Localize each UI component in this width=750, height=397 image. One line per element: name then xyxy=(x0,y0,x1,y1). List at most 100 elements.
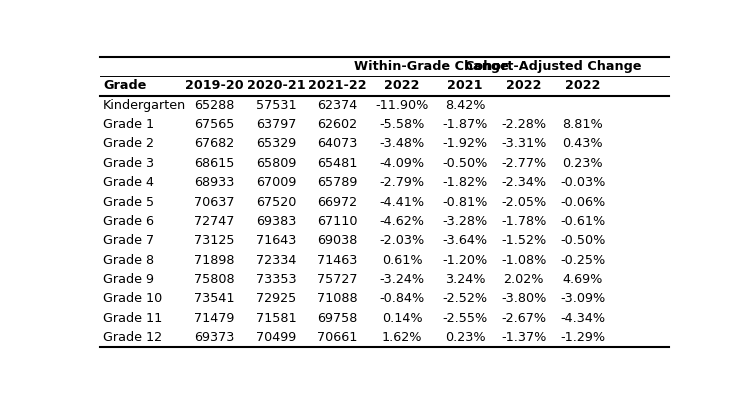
Text: -3.80%: -3.80% xyxy=(501,292,546,305)
Text: -4.34%: -4.34% xyxy=(560,312,605,325)
Text: 70499: 70499 xyxy=(256,331,296,344)
Text: Grade 12: Grade 12 xyxy=(103,331,162,344)
Text: 71479: 71479 xyxy=(194,312,235,325)
Text: Grade: Grade xyxy=(103,79,146,93)
Text: 67110: 67110 xyxy=(317,215,358,228)
Text: Grade 2: Grade 2 xyxy=(103,137,154,150)
Text: 71581: 71581 xyxy=(256,312,296,325)
Text: 8.42%: 8.42% xyxy=(445,99,485,112)
Text: 65789: 65789 xyxy=(317,176,358,189)
Text: -4.41%: -4.41% xyxy=(380,195,424,208)
Text: 68933: 68933 xyxy=(194,176,235,189)
Text: -3.48%: -3.48% xyxy=(380,137,424,150)
Text: Grade 1: Grade 1 xyxy=(103,118,154,131)
Text: 2022: 2022 xyxy=(506,79,542,93)
Text: 72334: 72334 xyxy=(256,254,296,267)
Text: -2.03%: -2.03% xyxy=(380,234,424,247)
Text: 3.24%: 3.24% xyxy=(445,273,485,286)
Text: Grade 5: Grade 5 xyxy=(103,195,154,208)
Text: 2022: 2022 xyxy=(384,79,420,93)
Text: -1.82%: -1.82% xyxy=(442,176,488,189)
Text: 2021: 2021 xyxy=(447,79,483,93)
Text: Grade 9: Grade 9 xyxy=(103,273,154,286)
Text: 57531: 57531 xyxy=(256,99,296,112)
Text: -1.37%: -1.37% xyxy=(501,331,546,344)
Text: -0.50%: -0.50% xyxy=(442,157,488,170)
Text: -3.64%: -3.64% xyxy=(442,234,488,247)
Text: -3.09%: -3.09% xyxy=(560,292,605,305)
Text: -3.31%: -3.31% xyxy=(501,137,546,150)
Text: -2.79%: -2.79% xyxy=(380,176,424,189)
Text: 73125: 73125 xyxy=(194,234,235,247)
Text: Within-Grade Change: Within-Grade Change xyxy=(354,60,509,73)
Text: Grade 8: Grade 8 xyxy=(103,254,154,267)
Text: -1.52%: -1.52% xyxy=(501,234,546,247)
Text: -2.67%: -2.67% xyxy=(501,312,546,325)
Text: -3.24%: -3.24% xyxy=(380,273,424,286)
Text: 65288: 65288 xyxy=(194,99,235,112)
Text: 1.62%: 1.62% xyxy=(382,331,422,344)
Text: -2.28%: -2.28% xyxy=(501,118,546,131)
Text: 73541: 73541 xyxy=(194,292,235,305)
Text: -2.77%: -2.77% xyxy=(501,157,546,170)
Text: -0.81%: -0.81% xyxy=(442,195,488,208)
Text: -4.62%: -4.62% xyxy=(380,215,424,228)
Text: 71643: 71643 xyxy=(256,234,296,247)
Text: -1.92%: -1.92% xyxy=(442,137,488,150)
Text: 0.43%: 0.43% xyxy=(562,137,603,150)
Text: 70637: 70637 xyxy=(194,195,235,208)
Text: 62602: 62602 xyxy=(317,118,358,131)
Text: 71463: 71463 xyxy=(317,254,358,267)
Text: 68615: 68615 xyxy=(194,157,235,170)
Text: -2.34%: -2.34% xyxy=(501,176,546,189)
Text: 63797: 63797 xyxy=(256,118,296,131)
Text: -5.58%: -5.58% xyxy=(380,118,424,131)
Text: 66972: 66972 xyxy=(317,195,358,208)
Text: Grade 3: Grade 3 xyxy=(103,157,154,170)
Text: 75727: 75727 xyxy=(317,273,358,286)
Text: Grade 7: Grade 7 xyxy=(103,234,154,247)
Text: -1.87%: -1.87% xyxy=(442,118,488,131)
Text: 69373: 69373 xyxy=(194,331,235,344)
Text: 2022: 2022 xyxy=(565,79,600,93)
Text: 2021-22: 2021-22 xyxy=(308,79,367,93)
Text: Grade 6: Grade 6 xyxy=(103,215,154,228)
Text: -2.55%: -2.55% xyxy=(442,312,488,325)
Text: 2019-20: 2019-20 xyxy=(185,79,244,93)
Text: -2.05%: -2.05% xyxy=(501,195,546,208)
Text: -0.61%: -0.61% xyxy=(560,215,605,228)
Text: -11.90%: -11.90% xyxy=(375,99,429,112)
Text: 0.61%: 0.61% xyxy=(382,254,422,267)
Text: -1.20%: -1.20% xyxy=(442,254,488,267)
Text: 71088: 71088 xyxy=(317,292,358,305)
Text: 2020-21: 2020-21 xyxy=(247,79,305,93)
Text: Grade 11: Grade 11 xyxy=(103,312,162,325)
Text: 2.02%: 2.02% xyxy=(503,273,544,286)
Text: -0.84%: -0.84% xyxy=(380,292,424,305)
Text: -2.52%: -2.52% xyxy=(442,292,488,305)
Text: -1.29%: -1.29% xyxy=(560,331,605,344)
Text: 72747: 72747 xyxy=(194,215,235,228)
Text: 65481: 65481 xyxy=(317,157,358,170)
Text: 67520: 67520 xyxy=(256,195,296,208)
Text: Kindergarten: Kindergarten xyxy=(103,99,186,112)
Text: Grade 10: Grade 10 xyxy=(103,292,162,305)
Text: -0.50%: -0.50% xyxy=(560,234,605,247)
Text: 8.81%: 8.81% xyxy=(562,118,603,131)
Text: 4.69%: 4.69% xyxy=(562,273,603,286)
Text: Cohort-Adjusted Change: Cohort-Adjusted Change xyxy=(465,60,641,73)
Text: 69383: 69383 xyxy=(256,215,296,228)
Text: 67565: 67565 xyxy=(194,118,235,131)
Text: 71898: 71898 xyxy=(194,254,235,267)
Text: -0.03%: -0.03% xyxy=(560,176,605,189)
Text: 0.23%: 0.23% xyxy=(562,157,603,170)
Text: -3.28%: -3.28% xyxy=(442,215,488,228)
Text: 73353: 73353 xyxy=(256,273,296,286)
Text: -0.25%: -0.25% xyxy=(560,254,605,267)
Text: -4.09%: -4.09% xyxy=(380,157,424,170)
Text: 0.23%: 0.23% xyxy=(445,331,485,344)
Text: 64073: 64073 xyxy=(317,137,358,150)
Text: 72925: 72925 xyxy=(256,292,296,305)
Text: -1.78%: -1.78% xyxy=(501,215,546,228)
Text: 69758: 69758 xyxy=(317,312,358,325)
